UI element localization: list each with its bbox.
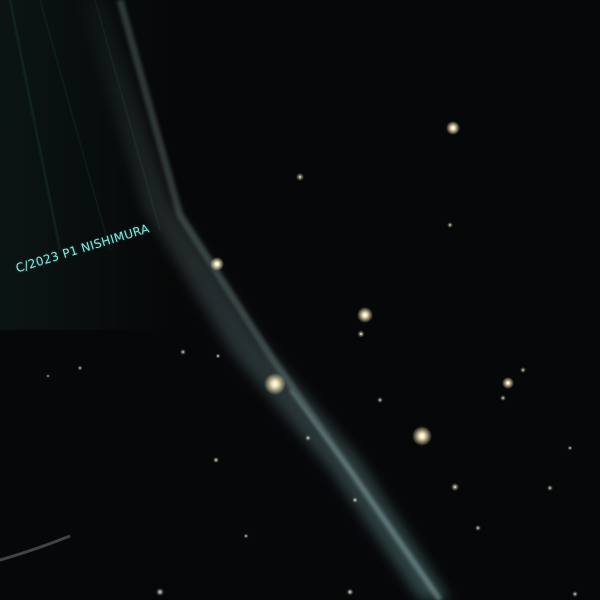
comet-tail — [80, 0, 450, 600]
star — [357, 307, 373, 323]
star — [502, 377, 514, 389]
star — [156, 588, 164, 596]
stars — [46, 121, 578, 597]
star — [180, 349, 186, 355]
star — [412, 426, 432, 446]
star — [46, 374, 50, 378]
star — [77, 365, 83, 371]
star — [475, 525, 481, 531]
star — [296, 173, 304, 181]
star — [215, 353, 221, 359]
star — [243, 533, 249, 539]
star — [305, 435, 311, 441]
star — [547, 485, 553, 491]
star — [352, 497, 358, 503]
star — [446, 121, 460, 135]
star — [567, 445, 573, 451]
edge-artifact — [0, 534, 71, 562]
star — [213, 457, 219, 463]
star — [572, 591, 578, 597]
star — [520, 367, 526, 373]
star — [500, 395, 506, 401]
star — [451, 483, 459, 491]
star — [377, 397, 383, 403]
star — [264, 373, 286, 395]
star — [210, 257, 224, 271]
star — [447, 222, 453, 228]
star — [357, 330, 365, 338]
star — [346, 588, 354, 596]
